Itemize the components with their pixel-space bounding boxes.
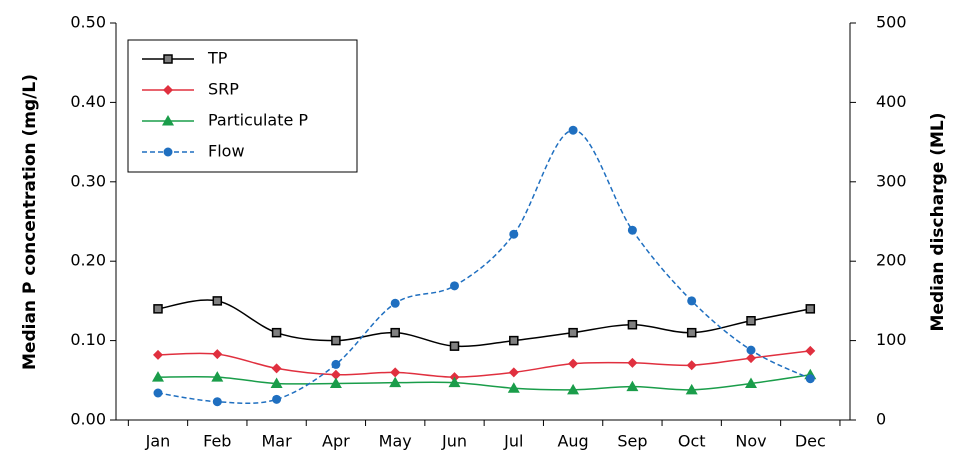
point: [507, 382, 520, 393]
legend-label: TP: [207, 49, 228, 68]
series-line: [157, 374, 811, 391]
point: [271, 327, 282, 338]
series-line: [157, 299, 811, 348]
y2-tick-label: 300: [876, 171, 907, 190]
point: [626, 380, 639, 392]
point: [805, 345, 816, 356]
point: [329, 377, 342, 388]
point: [568, 327, 578, 338]
x-tick-label: Jan: [145, 432, 171, 451]
legend-label: Particulate P: [208, 111, 308, 130]
point: [153, 304, 163, 314]
x-tick-label: Jun: [441, 432, 467, 451]
point: [212, 296, 223, 306]
y2-axis-label: Median discharge (ML): [928, 113, 948, 332]
point: [389, 376, 402, 388]
legend-marker: [163, 85, 173, 95]
series-line: [157, 350, 811, 378]
point: [508, 367, 519, 378]
legend-marker: [163, 147, 173, 157]
legend-label: Flow: [208, 142, 245, 161]
point: [685, 383, 698, 395]
point: [746, 316, 756, 326]
point: [390, 298, 400, 308]
point: [450, 281, 459, 291]
point: [152, 371, 164, 382]
legend-label: SRP: [208, 80, 239, 99]
point: [212, 397, 222, 407]
point: [686, 327, 697, 338]
point: [509, 229, 519, 239]
x-tick-label: Dec: [795, 432, 826, 451]
x-tick-label: Nov: [735, 432, 766, 451]
x-tick-label: Apr: [322, 432, 350, 451]
x-tick-label: Sep: [617, 432, 647, 451]
point: [627, 319, 638, 330]
legend-marker: [162, 115, 174, 126]
point: [627, 225, 637, 235]
y-tick-label: 0.10: [70, 330, 106, 349]
point: [330, 369, 341, 380]
x-tick-label: May: [379, 432, 412, 451]
legend-marker: [163, 54, 173, 64]
point: [746, 353, 756, 364]
y-tick-label: 0.00: [70, 410, 106, 429]
point: [509, 335, 519, 346]
point: [153, 349, 163, 360]
point: [567, 383, 580, 395]
x-tick-label: Feb: [203, 432, 231, 451]
point: [271, 363, 282, 374]
y2-tick-label: 0: [876, 410, 886, 429]
y2-tick-label: 500: [876, 13, 907, 32]
x-tick-label: Oct: [678, 432, 706, 451]
point: [627, 357, 638, 368]
y-axis-label: Median P concentration (mg/L): [20, 74, 40, 370]
point: [686, 360, 697, 371]
y2-tick-label: 100: [876, 330, 907, 349]
y-tick-label: 0.20: [70, 251, 106, 270]
y2-tick-label: 200: [876, 251, 907, 270]
y-tick-label: 0.40: [70, 92, 106, 111]
point: [272, 394, 282, 404]
y-tick-label: 0.50: [70, 13, 106, 32]
point: [805, 374, 815, 384]
point: [331, 335, 341, 346]
point: [746, 345, 756, 355]
point: [805, 304, 816, 314]
point: [212, 349, 223, 360]
point: [390, 367, 401, 378]
x-tick-label: Mar: [262, 432, 293, 451]
y2-tick-label: 400: [876, 92, 907, 111]
point: [331, 359, 341, 369]
point: [153, 388, 163, 398]
point: [687, 296, 697, 306]
point: [745, 377, 757, 388]
point: [211, 371, 224, 382]
point: [568, 125, 578, 135]
point: [568, 358, 579, 369]
x-tick-label: Jul: [503, 432, 523, 451]
point: [448, 376, 461, 388]
point: [449, 341, 460, 351]
x-tick-label: Aug: [557, 432, 588, 451]
point: [270, 377, 283, 388]
y-tick-label: 0.30: [70, 171, 106, 190]
point: [390, 327, 400, 338]
